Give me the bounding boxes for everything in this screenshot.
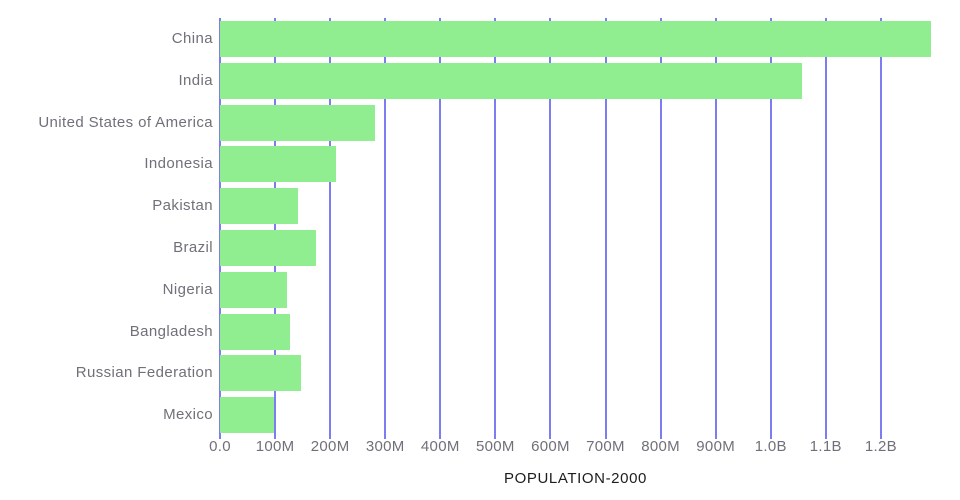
- category-label: Mexico: [163, 406, 213, 424]
- gridline-500M: [494, 18, 497, 439]
- category-label: United States of America: [38, 113, 213, 131]
- bar-mexico: [220, 397, 275, 434]
- y-axis-line: [219, 18, 221, 439]
- gridline-1.0B: [769, 18, 772, 439]
- bar-bangladesh: [220, 313, 291, 350]
- x-tick-label: 300M: [365, 438, 405, 455]
- x-tick-label: 800M: [641, 438, 680, 455]
- category-label: Nigeria: [162, 280, 213, 298]
- category-label: Pakistan: [152, 197, 213, 215]
- category-label: Indonesia: [144, 155, 213, 173]
- x-tick-label: 1.1B: [809, 438, 842, 455]
- gridline-900M: [714, 18, 717, 439]
- bar-indonesia: [220, 146, 337, 183]
- x-tick-label: 700M: [586, 438, 625, 455]
- category-label: Brazil: [173, 238, 213, 256]
- gridline-100M: [274, 18, 277, 439]
- gridline-200M: [329, 18, 332, 439]
- bar-india: [220, 62, 802, 99]
- category-label: Bangladesh: [129, 322, 213, 340]
- gridline-700M: [604, 18, 607, 439]
- bar-pakistan: [220, 188, 299, 225]
- gridline-800M: [659, 18, 662, 439]
- x-tick-label: 500M: [475, 438, 515, 455]
- x-tick-label: 1.2B: [864, 438, 897, 455]
- x-tick-label: 900M: [696, 438, 736, 455]
- gridline-1.1B: [824, 18, 827, 439]
- bar-brazil: [220, 229, 317, 266]
- x-axis-title: POPULATION-2000: [504, 470, 647, 487]
- x-tick-label: 0.0: [209, 438, 231, 455]
- x-tick-label: 200M: [310, 438, 350, 455]
- category-label: India: [178, 71, 213, 89]
- bar-nigeria: [220, 271, 288, 308]
- x-tick-label: 100M: [255, 438, 295, 455]
- category-label: China: [171, 29, 213, 47]
- plot-area: [219, 18, 931, 439]
- category-label: Russian Federation: [75, 364, 213, 382]
- gridline-600M: [549, 18, 552, 439]
- bar-united-states-of-america: [220, 104, 376, 141]
- x-tick-label: 400M: [420, 438, 460, 455]
- bar-china: [220, 20, 931, 57]
- gridline-400M: [439, 18, 442, 439]
- x-tick-label: 600M: [531, 438, 570, 455]
- bar-russian-federation: [220, 355, 301, 392]
- x-tick-label: 1.0B: [754, 438, 787, 455]
- gridline-300M: [384, 18, 387, 439]
- gridline-1.2B: [879, 18, 882, 439]
